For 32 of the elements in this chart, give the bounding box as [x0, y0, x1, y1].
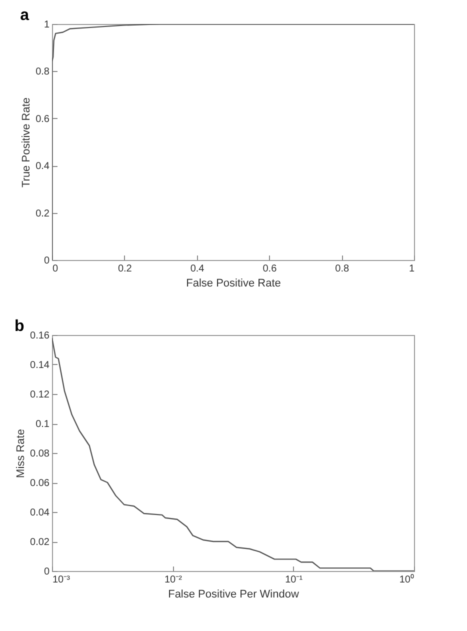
y-tick-label: 0.08 [30, 448, 50, 460]
y-tick-label: 0 [44, 566, 50, 578]
y-tick-label: 0.02 [30, 537, 50, 548]
y-tick-label: 0.2 [36, 208, 50, 220]
y-tick-label: 0 [44, 256, 50, 266]
y-tick-label: 0.12 [30, 390, 50, 400]
y-tick-label: 0.4 [36, 161, 50, 172]
y-tick-label: 0.06 [30, 478, 50, 489]
chart-title: b [14, 318, 25, 335]
y-tick-label: 0.6 [36, 114, 50, 125]
x-tick-label: 10⁻¹ [285, 574, 304, 586]
y-tick-label: 0.14 [30, 360, 50, 371]
x-tick-label: 1 [408, 264, 415, 274]
x-tick-label: 0.4 [190, 264, 205, 274]
y-tick-label: 0.04 [30, 508, 50, 518]
x-tick-label: 10⁻³ [52, 574, 71, 586]
y-tick-label: 0.8 [36, 66, 50, 78]
chart-title: a [20, 7, 30, 24]
y-tick-label: 0.16 [30, 330, 50, 342]
line-series [52, 24, 414, 260]
x-tick-label: 0.2 [118, 264, 132, 274]
y-tick-label: 1 [44, 20, 50, 30]
x-tick-label: 0.6 [262, 264, 278, 274]
x-axis-title: False Positive Per Window [168, 588, 299, 600]
y-axis-title: True Positive Rate [20, 97, 33, 188]
x-tick-label: 0 [52, 264, 58, 274]
x-tick-label: 10⁻² [164, 574, 183, 586]
y-tick-label: 0.1 [36, 419, 50, 430]
x-tick-label: 10⁰ [399, 574, 414, 586]
x-axis-title: False Positive Rate [186, 278, 281, 290]
y-axis-title: Miss Rate [15, 429, 28, 478]
x-tick-label: 0.8 [335, 264, 350, 274]
